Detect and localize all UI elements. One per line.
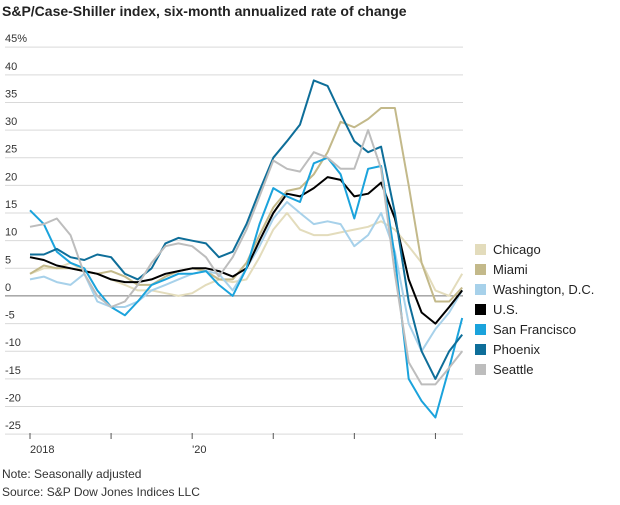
- y-tick-label: 20: [5, 171, 17, 183]
- legend-swatch: [475, 304, 486, 315]
- series-line: [30, 79, 463, 380]
- legend-swatch: [475, 264, 486, 275]
- y-tick-label: 30: [5, 116, 17, 128]
- y-tick-label: -5: [5, 310, 15, 322]
- y-tick-label: 40: [5, 61, 17, 73]
- legend-swatch: [475, 244, 486, 255]
- legend-label: Washington, D.C.: [493, 282, 594, 297]
- legend-swatch: [475, 344, 486, 355]
- y-tick-label: -15: [5, 365, 21, 377]
- note: Note: Seasonally adjusted: [2, 467, 141, 481]
- x-tick-label: '20: [192, 444, 206, 456]
- legend-swatch: [475, 324, 486, 335]
- series-line: [29, 129, 463, 386]
- series-line: [29, 107, 463, 303]
- legend-swatch: [475, 364, 486, 375]
- legend-label: Seattle: [493, 362, 533, 377]
- legend-label: Phoenix: [493, 342, 540, 357]
- y-tick-label: 35: [5, 88, 17, 100]
- series-line: [29, 156, 464, 419]
- y-tick-label: 0: [5, 282, 11, 294]
- y-tick-label: 25: [5, 144, 17, 156]
- x-tick-label: 2018: [30, 444, 54, 456]
- y-tick-label: 45%: [5, 33, 27, 45]
- legend-label: U.S.: [493, 302, 518, 317]
- legend-label: Miami: [493, 262, 528, 277]
- legend-swatch: [475, 284, 486, 295]
- series-line: [29, 176, 463, 325]
- y-tick-label: 5: [5, 254, 11, 266]
- y-tick-label: -20: [5, 392, 21, 404]
- y-tick-label: 15: [5, 199, 17, 211]
- legend-label: Chicago: [493, 242, 541, 257]
- y-tick-label: 10: [5, 227, 17, 239]
- chart-title: S&P/Case-Shiller index, six-month annual…: [2, 3, 407, 19]
- y-tick-label: -10: [5, 337, 21, 349]
- source: Source: S&P Dow Jones Indices LLC: [2, 485, 200, 499]
- y-tick-label: -25: [5, 420, 21, 432]
- legend-label: San Francisco: [493, 322, 576, 337]
